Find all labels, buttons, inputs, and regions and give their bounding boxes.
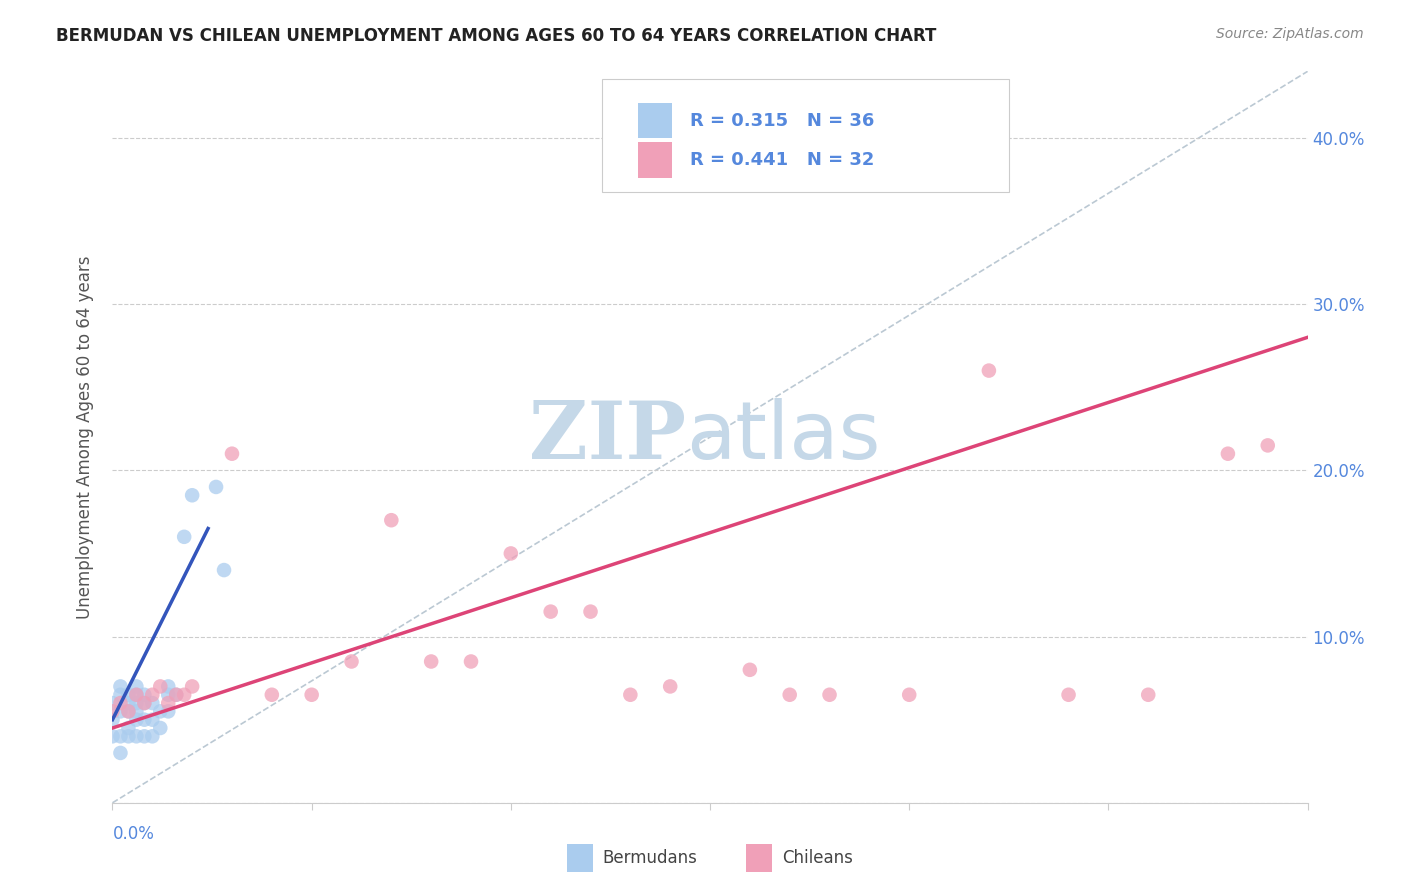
Text: Chileans: Chileans	[782, 848, 852, 867]
Point	[181, 680, 204, 694]
Point	[110, 705, 132, 719]
Text: R = 0.315   N = 36: R = 0.315 N = 36	[690, 112, 875, 129]
Point	[779, 688, 801, 702]
Point	[101, 705, 124, 719]
Point	[134, 688, 156, 702]
Point	[738, 663, 761, 677]
Point	[499, 546, 522, 560]
Point	[420, 655, 443, 669]
Point	[460, 655, 482, 669]
Point	[659, 680, 682, 694]
Point	[125, 688, 148, 702]
Point	[149, 721, 172, 735]
Text: atlas: atlas	[686, 398, 880, 476]
Point	[125, 688, 148, 702]
Text: 0.0%: 0.0%	[112, 825, 155, 843]
Point	[165, 688, 187, 702]
Point	[134, 713, 156, 727]
Text: BERMUDAN VS CHILEAN UNEMPLOYMENT AMONG AGES 60 TO 64 YEARS CORRELATION CHART: BERMUDAN VS CHILEAN UNEMPLOYMENT AMONG A…	[56, 27, 936, 45]
Point	[101, 696, 124, 710]
Point	[125, 696, 148, 710]
Point	[117, 705, 139, 719]
Point	[212, 563, 235, 577]
Point	[141, 713, 163, 727]
Point	[134, 729, 156, 743]
Point	[540, 605, 562, 619]
Text: ZIP: ZIP	[529, 398, 686, 476]
FancyBboxPatch shape	[603, 78, 1010, 192]
Point	[134, 696, 156, 710]
Point	[117, 688, 139, 702]
Point	[818, 688, 841, 702]
Point	[117, 729, 139, 743]
Text: Bermudans: Bermudans	[603, 848, 697, 867]
Point	[125, 680, 148, 694]
Point	[1216, 447, 1239, 461]
Point	[1057, 688, 1080, 702]
Point	[117, 705, 139, 719]
FancyBboxPatch shape	[567, 845, 593, 872]
Point	[157, 696, 180, 710]
Y-axis label: Unemployment Among Ages 60 to 64 years: Unemployment Among Ages 60 to 64 years	[76, 255, 94, 619]
Point	[1137, 688, 1160, 702]
Point	[110, 696, 132, 710]
Point	[301, 688, 323, 702]
Point	[125, 729, 148, 743]
Point	[898, 688, 921, 702]
Point	[141, 729, 163, 743]
Point	[110, 746, 132, 760]
Point	[205, 480, 228, 494]
Point	[165, 688, 187, 702]
Point	[141, 696, 163, 710]
Point	[125, 705, 148, 719]
Point	[181, 488, 204, 502]
Point	[340, 655, 363, 669]
Text: Source: ZipAtlas.com: Source: ZipAtlas.com	[1216, 27, 1364, 41]
Point	[125, 713, 148, 727]
FancyBboxPatch shape	[747, 845, 772, 872]
Point	[260, 688, 283, 702]
Point	[101, 713, 124, 727]
Point	[157, 705, 180, 719]
Point	[110, 688, 132, 702]
Point	[619, 688, 641, 702]
Point	[221, 447, 243, 461]
Point	[977, 363, 1000, 377]
FancyBboxPatch shape	[638, 103, 672, 138]
Point	[117, 721, 139, 735]
Point	[579, 605, 602, 619]
Point	[110, 729, 132, 743]
Point	[1257, 438, 1279, 452]
Point	[149, 680, 172, 694]
Point	[110, 680, 132, 694]
Point	[173, 688, 195, 702]
Point	[134, 696, 156, 710]
Text: R = 0.441   N = 32: R = 0.441 N = 32	[690, 151, 875, 169]
Point	[117, 696, 139, 710]
Point	[173, 530, 195, 544]
Point	[380, 513, 402, 527]
FancyBboxPatch shape	[638, 143, 672, 178]
Point	[101, 729, 124, 743]
Point	[157, 688, 180, 702]
Point	[141, 688, 163, 702]
Point	[149, 705, 172, 719]
Point	[157, 680, 180, 694]
